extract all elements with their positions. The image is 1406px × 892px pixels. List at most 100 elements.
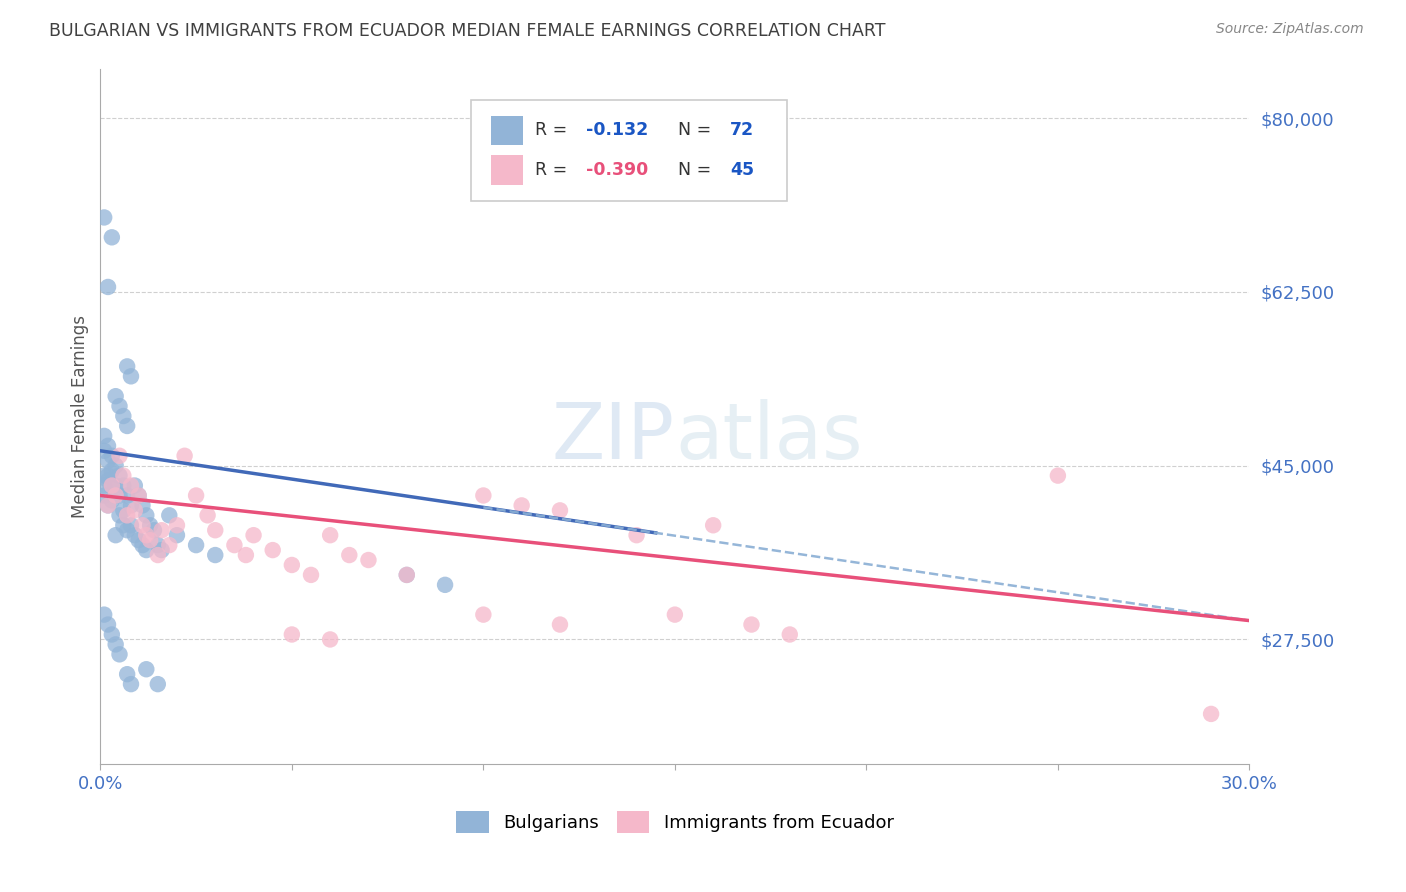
Point [548, 180, 571, 194]
Point [146, 548, 169, 562]
Point [115, 523, 138, 537]
Point [112, 518, 135, 533]
Point [146, 677, 169, 691]
Point [120, 478, 142, 492]
Text: -0.390: -0.390 [586, 161, 648, 179]
Point [115, 667, 138, 681]
Point [97, 280, 120, 294]
Point [131, 518, 153, 533]
Point [124, 528, 146, 542]
Point [115, 508, 138, 523]
Point [139, 533, 162, 548]
Text: 72: 72 [730, 121, 754, 139]
Point [235, 548, 257, 562]
Point [139, 518, 162, 533]
Point [97, 474, 120, 488]
Point [128, 533, 150, 548]
Point [93, 429, 115, 443]
FancyBboxPatch shape [471, 100, 787, 201]
Point [204, 523, 226, 537]
Point [101, 464, 124, 478]
Point [120, 369, 142, 384]
Point [93, 478, 115, 492]
Point [93, 468, 115, 483]
Point [93, 488, 115, 502]
Point [319, 632, 342, 647]
Point [97, 499, 120, 513]
Point [281, 627, 304, 641]
Point [93, 443, 115, 458]
Point [472, 607, 495, 622]
Point [104, 488, 127, 502]
Point [319, 528, 342, 542]
Point [395, 568, 418, 582]
Point [120, 499, 142, 513]
Point [150, 523, 173, 537]
Point [128, 488, 150, 502]
Point [108, 449, 131, 463]
Text: R =: R = [534, 121, 572, 139]
Text: Source: ZipAtlas.com: Source: ZipAtlas.com [1216, 22, 1364, 37]
Point [108, 399, 131, 413]
Point [204, 548, 226, 562]
Point [472, 488, 495, 502]
Point [434, 578, 457, 592]
Point [157, 538, 180, 552]
Point [97, 439, 120, 453]
Point [131, 499, 153, 513]
Point [120, 518, 142, 533]
Point [740, 617, 762, 632]
Point [120, 677, 142, 691]
Point [173, 449, 195, 463]
Point [548, 503, 571, 517]
Point [97, 468, 120, 483]
Text: BULGARIAN VS IMMIGRANTS FROM ECUADOR MEDIAN FEMALE EARNINGS CORRELATION CHART: BULGARIAN VS IMMIGRANTS FROM ECUADOR MED… [49, 22, 886, 40]
Point [131, 538, 153, 552]
Point [299, 568, 322, 582]
Point [108, 508, 131, 523]
Text: -0.132: -0.132 [586, 121, 648, 139]
Point [395, 568, 418, 582]
Point [184, 538, 207, 552]
Point [548, 617, 571, 632]
Point [262, 543, 284, 558]
Point [135, 543, 157, 558]
Text: R =: R = [534, 161, 572, 179]
Point [108, 468, 131, 483]
Point [135, 662, 157, 676]
Point [143, 523, 166, 537]
Point [510, 499, 533, 513]
Point [104, 528, 127, 542]
Point [108, 488, 131, 502]
Point [1199, 706, 1222, 721]
Point [112, 468, 135, 483]
Text: N =: N = [678, 161, 717, 179]
Point [115, 488, 138, 502]
Point [124, 503, 146, 517]
Point [93, 607, 115, 622]
Point [281, 558, 304, 572]
Point [101, 230, 124, 244]
Point [135, 528, 157, 542]
Point [664, 607, 686, 622]
Point [224, 538, 246, 552]
Text: ZIP: ZIP [553, 399, 675, 475]
Point [150, 543, 173, 558]
Point [104, 478, 127, 492]
Point [184, 488, 207, 502]
Point [128, 488, 150, 502]
Bar [491, 116, 523, 145]
Point [101, 478, 124, 492]
Point [115, 419, 138, 434]
Y-axis label: Median Female Earnings: Median Female Earnings [72, 315, 89, 517]
Point [104, 389, 127, 403]
Point [108, 648, 131, 662]
Text: 45: 45 [730, 161, 754, 179]
Point [146, 538, 169, 552]
Point [101, 627, 124, 641]
Point [157, 508, 180, 523]
Point [166, 528, 188, 542]
Point [93, 211, 115, 225]
Point [1046, 468, 1069, 483]
Text: atlas: atlas [675, 399, 862, 475]
